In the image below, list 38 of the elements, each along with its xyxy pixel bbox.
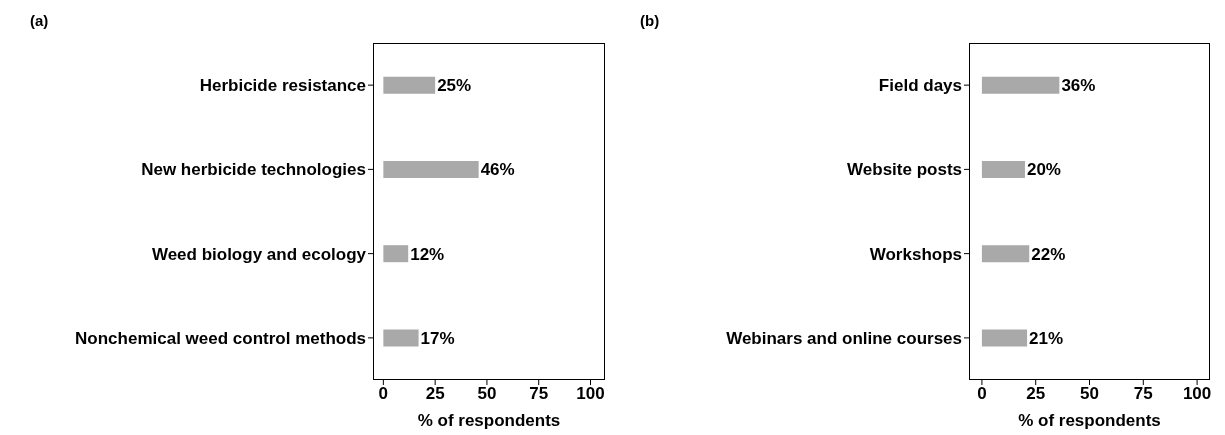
y-tick-label: Herbicide resistance bbox=[199, 76, 366, 96]
y-tick-label: Workshops bbox=[869, 244, 962, 264]
bar bbox=[383, 160, 479, 178]
x-tick-label: 75 bbox=[1133, 384, 1153, 404]
x-tick-label: 25 bbox=[1026, 384, 1046, 404]
x-tick-label: 100 bbox=[576, 384, 605, 404]
y-tick-label: Nonchemical weed control methods bbox=[75, 328, 366, 348]
data-label: 46% bbox=[480, 160, 515, 180]
data-label: 22% bbox=[1031, 244, 1066, 264]
y-tick-label: Field days bbox=[878, 76, 962, 96]
data-label: 21% bbox=[1029, 328, 1064, 348]
x-tick-label: 50 bbox=[477, 384, 497, 404]
data-label: 12% bbox=[410, 244, 445, 264]
bar bbox=[981, 76, 1060, 94]
x-tick-label: 50 bbox=[1080, 384, 1099, 404]
bar bbox=[383, 76, 436, 94]
bar bbox=[981, 245, 1030, 263]
x-axis-title: % of respondents bbox=[417, 411, 561, 430]
data-label: 36% bbox=[1061, 76, 1096, 96]
x-axis-title: % of respondents bbox=[1018, 411, 1161, 430]
y-tick-label: Webinars and online courses bbox=[726, 328, 962, 348]
y-tick-label: Website posts bbox=[847, 160, 962, 180]
bar bbox=[383, 329, 419, 347]
x-tick-label: 0 bbox=[378, 384, 389, 404]
bar bbox=[981, 329, 1028, 347]
data-label: 25% bbox=[437, 76, 472, 96]
data-label: 17% bbox=[420, 328, 455, 348]
x-tick-label: 75 bbox=[529, 384, 549, 404]
x-tick-label: 0 bbox=[977, 384, 987, 404]
data-label: 20% bbox=[1026, 160, 1061, 180]
x-tick-label: 25 bbox=[425, 384, 445, 404]
y-tick-label: New herbicide technologies bbox=[141, 160, 366, 180]
text: (b) bbox=[640, 12, 660, 29]
bar bbox=[981, 160, 1025, 178]
x-tick-label: 100 bbox=[1182, 384, 1212, 404]
y-tick-label: Weed biology and ecology bbox=[151, 244, 367, 264]
text: (a) bbox=[30, 12, 49, 29]
bar bbox=[383, 245, 409, 263]
